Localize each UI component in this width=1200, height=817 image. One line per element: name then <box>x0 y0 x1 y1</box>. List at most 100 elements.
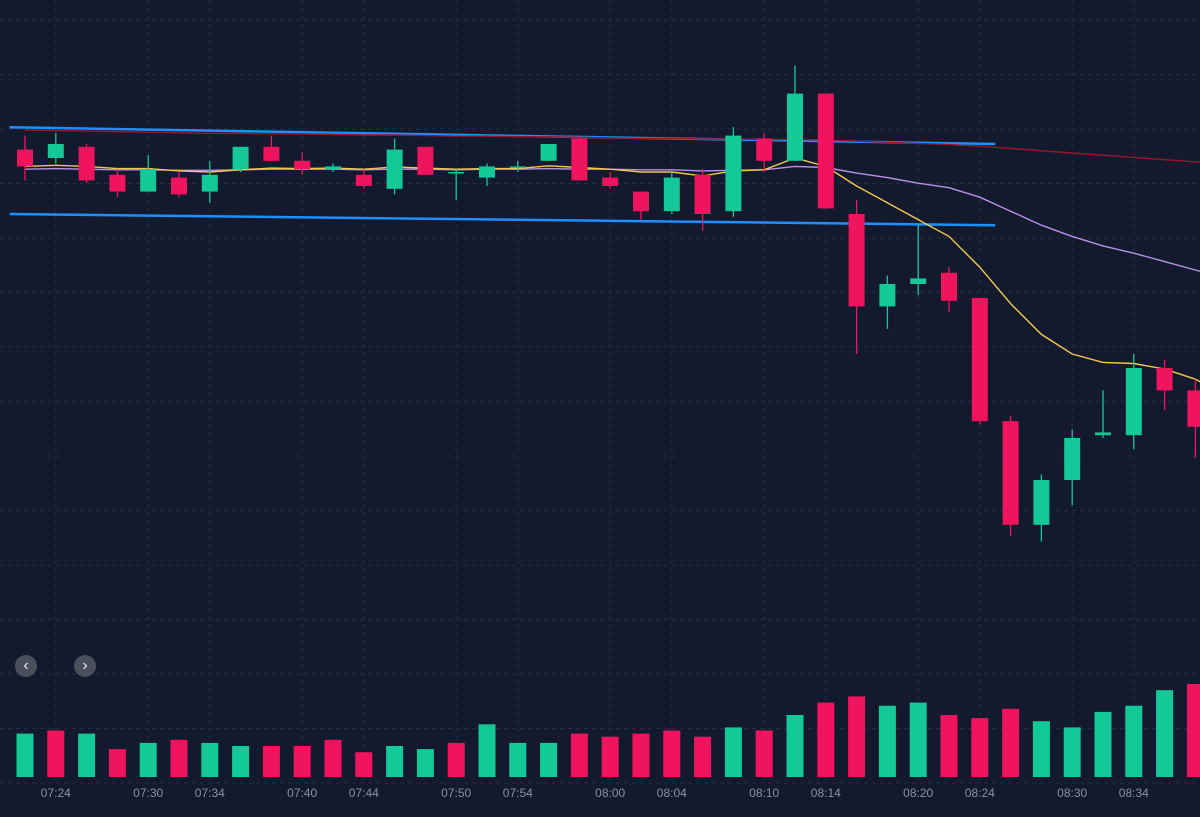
x-tick-label: 08:24 <box>965 786 995 800</box>
x-tick-label: 08:20 <box>903 786 933 800</box>
candle[interactable] <box>602 172 618 189</box>
candle-body <box>1187 390 1200 426</box>
chevron-left-icon[interactable]: ‹ <box>15 655 37 677</box>
volume-bar <box>263 746 280 777</box>
candle[interactable] <box>263 136 279 161</box>
channel-lines <box>10 127 996 225</box>
candle[interactable] <box>910 225 926 295</box>
candle-body <box>571 138 587 180</box>
candle-body <box>109 175 125 192</box>
candle[interactable] <box>202 161 218 203</box>
volume-bar <box>571 734 588 777</box>
volume-bar <box>633 734 650 777</box>
candle[interactable] <box>387 138 403 194</box>
candle-body <box>941 273 957 301</box>
candle-body <box>17 150 33 167</box>
candle-body <box>356 175 372 186</box>
volume-bar <box>694 737 711 777</box>
candle[interactable] <box>140 155 156 191</box>
candle[interactable] <box>941 267 957 312</box>
x-tick-label: 07:54 <box>503 786 533 800</box>
volume-bar <box>540 743 557 777</box>
candle-body <box>849 214 865 306</box>
x-tick-label: 08:34 <box>1119 786 1149 800</box>
ema-lines <box>25 130 1200 396</box>
candle-body <box>1003 421 1019 525</box>
candle[interactable] <box>787 66 803 161</box>
candle-body <box>510 166 526 168</box>
candle-body <box>263 147 279 161</box>
candle-body <box>79 147 95 181</box>
volume-bar <box>602 737 619 777</box>
candle[interactable] <box>294 152 310 174</box>
ema-fast-line <box>25 158 1200 396</box>
candle[interactable] <box>571 136 587 181</box>
channel-lower-line[interactable] <box>10 214 996 225</box>
grid-layer <box>0 0 1200 783</box>
x-tick-label: 08:00 <box>595 786 625 800</box>
candle-body <box>48 144 64 158</box>
volume-bar <box>201 743 218 777</box>
candle-body <box>387 150 403 189</box>
volume-bar <box>417 749 434 777</box>
candle-body <box>664 178 680 212</box>
candle[interactable] <box>109 169 125 197</box>
candle-body <box>140 169 156 191</box>
candle[interactable] <box>356 169 372 189</box>
candle-body <box>725 136 741 212</box>
chevron-right-icon[interactable]: › <box>74 655 96 677</box>
candle[interactable] <box>1126 354 1142 449</box>
volume-bar <box>325 740 342 777</box>
candle[interactable] <box>325 164 341 172</box>
volume-bar <box>109 749 126 777</box>
candle[interactable] <box>818 94 834 209</box>
candle-body <box>1064 438 1080 480</box>
candle[interactable] <box>664 172 680 214</box>
candle[interactable] <box>17 136 33 181</box>
candle-body <box>233 147 249 169</box>
candle[interactable] <box>1095 390 1111 438</box>
candle[interactable] <box>171 172 187 197</box>
candle-body <box>1095 432 1111 435</box>
volume-bar <box>725 727 742 777</box>
candle-body <box>1033 480 1049 525</box>
candle[interactable] <box>633 192 649 220</box>
candle[interactable] <box>756 133 772 172</box>
volume-bar <box>355 752 372 777</box>
candle[interactable] <box>725 127 741 217</box>
candle[interactable] <box>1157 360 1173 410</box>
candle[interactable] <box>1187 379 1200 457</box>
candle[interactable] <box>48 133 64 164</box>
volume-bar <box>171 740 188 777</box>
candle[interactable] <box>541 144 557 161</box>
volume-bar <box>941 715 958 777</box>
volume-bar <box>910 703 927 777</box>
candle[interactable] <box>849 200 865 354</box>
volume-bar <box>17 734 34 777</box>
candle-body <box>325 166 341 169</box>
candle[interactable] <box>972 298 988 424</box>
volume-bar <box>386 746 403 777</box>
candle[interactable] <box>510 161 526 172</box>
candle[interactable] <box>1003 416 1019 536</box>
volume-bar <box>879 706 896 777</box>
candle[interactable] <box>1033 474 1049 541</box>
candle[interactable] <box>1064 430 1080 506</box>
volume-bar <box>1033 721 1050 777</box>
x-tick-label: 08:04 <box>657 786 687 800</box>
candle-body <box>910 278 926 284</box>
candle[interactable] <box>479 164 495 186</box>
volume-bar <box>140 743 157 777</box>
candle[interactable] <box>417 147 433 175</box>
candle[interactable] <box>79 144 95 183</box>
candle-body <box>787 94 803 161</box>
candle[interactable] <box>879 276 895 329</box>
candle[interactable] <box>233 147 249 172</box>
volume-bar <box>294 746 311 777</box>
volume-bar <box>47 731 64 778</box>
candle[interactable] <box>448 169 464 200</box>
candle-body <box>818 94 834 209</box>
